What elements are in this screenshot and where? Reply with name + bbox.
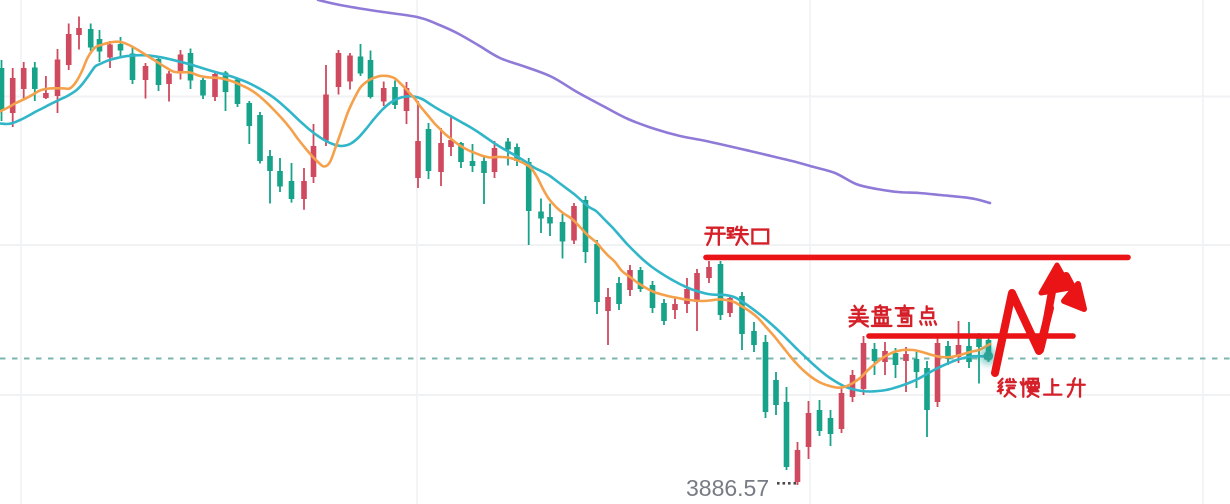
svg-text:3886.57: 3886.57 [686, 475, 769, 501]
